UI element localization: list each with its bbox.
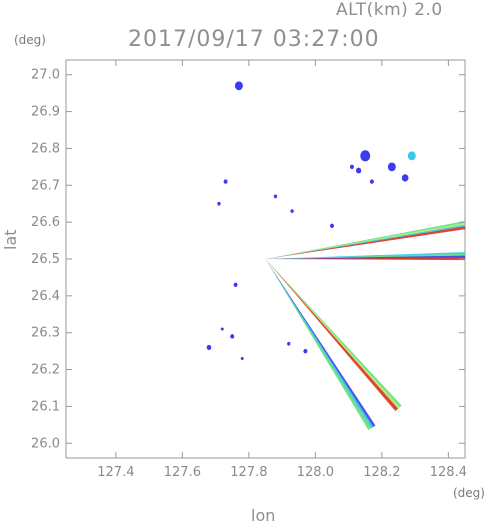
beam-segment — [265, 259, 402, 408]
beam-segment — [265, 259, 399, 412]
echo-point — [401, 174, 409, 182]
echo-point — [349, 164, 354, 170]
y-tick-label: 26.9 — [31, 105, 60, 120]
echo-point — [273, 194, 278, 199]
echo-point — [234, 81, 243, 91]
echo-point — [287, 341, 291, 346]
y-tick-label: 26.6 — [31, 215, 60, 230]
x-tick-label: 128.0 — [297, 465, 334, 480]
x-tick-label: 127.4 — [97, 465, 134, 480]
echo-point — [407, 151, 416, 161]
scattered-echoes — [206, 81, 416, 360]
y-unit-label: (deg) — [14, 33, 46, 47]
datetime-title: 2017/09/17 03:27:00 — [128, 27, 380, 52]
echo-point — [233, 282, 238, 288]
x-axis-label: lon — [251, 506, 276, 525]
beam-segment — [265, 224, 466, 259]
axis-ticks: 127.4 127.6 127.8 128.0 128.2 128.4 26.0 26.1 26… — [31, 60, 467, 480]
y-tick-label: 26.4 — [31, 289, 60, 304]
beam-segment — [265, 259, 374, 429]
echo-point — [206, 344, 212, 351]
beam-segment — [265, 257, 466, 261]
y-tick-label: 26.8 — [31, 141, 60, 156]
y-tick-label: 26.3 — [31, 326, 60, 341]
echo-point — [355, 167, 362, 174]
x-tick-label: 127.6 — [164, 465, 201, 480]
x-tick-label: 127.8 — [230, 465, 267, 480]
altitude-label: ALT(km) 2.0 — [336, 0, 443, 20]
beam-segment — [265, 252, 465, 259]
echo-point — [230, 334, 235, 339]
echo-point — [303, 348, 308, 354]
beam-segment — [265, 222, 466, 259]
echo-point — [220, 327, 224, 331]
beam-segment — [265, 226, 466, 259]
beam-segment — [265, 259, 372, 431]
echo-point — [330, 223, 334, 229]
y-tick-label: 26.0 — [31, 436, 60, 451]
echo-point — [223, 179, 228, 184]
echo-point — [369, 179, 374, 184]
y-tick-label: 26.2 — [31, 363, 60, 378]
beam-segment — [265, 259, 400, 410]
x-unit-label: (deg) — [453, 486, 485, 500]
x-tick-label: 128.4 — [430, 465, 467, 480]
echo-point — [290, 209, 294, 213]
beam-segment — [265, 253, 466, 259]
beam-segment — [265, 221, 465, 259]
y-tick-label: 27.0 — [31, 68, 60, 83]
beam-segment — [265, 259, 376, 428]
echo-point — [360, 150, 371, 162]
y-tick-label: 26.1 — [31, 399, 60, 414]
echo-point — [387, 162, 396, 172]
x-tick-label: 128.2 — [363, 465, 400, 480]
echo-point — [217, 201, 221, 206]
y-tick-label: 26.7 — [31, 178, 60, 193]
y-tick-label: 26.5 — [31, 252, 60, 267]
echo-point — [240, 357, 244, 360]
beam-echoes — [265, 221, 466, 431]
